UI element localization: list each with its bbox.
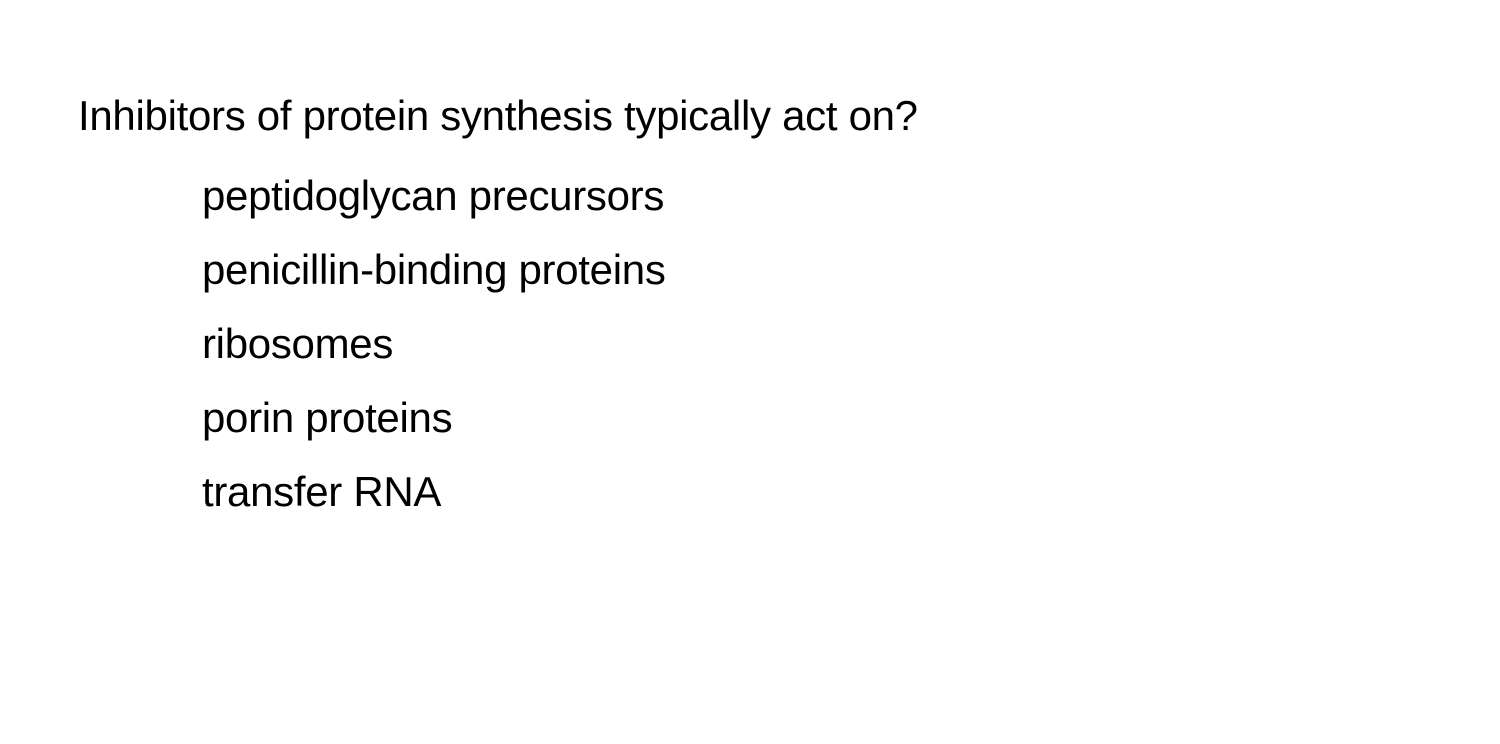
answer-options-list: peptidoglycan precursors penicillin-bind… bbox=[78, 172, 1500, 516]
option-item: peptidoglycan precursors bbox=[202, 172, 1500, 220]
option-item: penicillin-binding proteins bbox=[202, 246, 1500, 294]
option-item: ribosomes bbox=[202, 320, 1500, 368]
option-item: porin proteins bbox=[202, 394, 1500, 442]
option-item: transfer RNA bbox=[202, 468, 1500, 516]
question-prompt: Inhibitors of protein synthesis typicall… bbox=[78, 92, 1500, 140]
